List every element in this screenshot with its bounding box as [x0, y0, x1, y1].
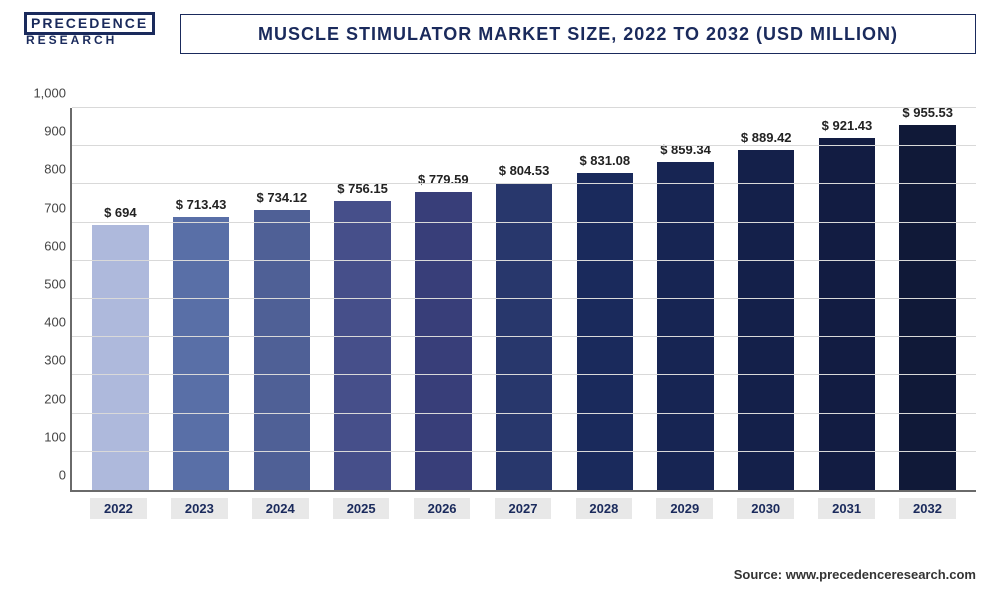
bar-value-label: $ 734.12: [257, 190, 308, 205]
bar-value-label: $ 694: [104, 205, 137, 220]
x-axis-label: 2030: [737, 498, 794, 519]
x-axis-label: 2027: [495, 498, 552, 519]
logo-bottom-text: RESEARCH: [24, 35, 155, 46]
x-label-slot: 2025: [321, 494, 402, 522]
source-attribution: Source: www.precedenceresearch.com: [734, 567, 976, 582]
x-label-slot: 2029: [644, 494, 725, 522]
y-tick-label: 400: [18, 315, 66, 330]
bar: $ 734.12: [254, 210, 311, 490]
bar-slot: $ 921.43: [807, 108, 888, 490]
x-label-slot: 2028: [563, 494, 644, 522]
bar-value-label: $ 921.43: [822, 118, 873, 133]
chart-area: $ 694 $ 713.43 $ 734.12 $ 756.15 $ 779.59 $ 8…: [70, 78, 976, 522]
bar-slot: $ 734.12: [241, 108, 322, 490]
brand-logo: PRECEDENCE RESEARCH: [24, 12, 155, 47]
bar: $ 859.34: [657, 162, 714, 490]
y-tick-label: 300: [18, 353, 66, 368]
gridline: [72, 260, 976, 261]
x-label-slot: 2023: [159, 494, 240, 522]
gridline: [72, 451, 976, 452]
chart-title-frame: MUSCLE STIMULATOR MARKET SIZE, 2022 TO 2…: [180, 14, 976, 54]
x-label-slot: 2027: [483, 494, 564, 522]
x-axis-label: 2032: [899, 498, 956, 519]
x-axis-label: 2024: [252, 498, 309, 519]
logo-top-text: PRECEDENCE: [24, 12, 155, 35]
gridline: [72, 222, 976, 223]
x-axis-label: 2028: [576, 498, 633, 519]
gridline: [72, 413, 976, 414]
y-tick-label: 900: [18, 124, 66, 139]
x-axis-label: 2022: [90, 498, 147, 519]
x-label-slot: 2031: [806, 494, 887, 522]
x-label-slot: 2032: [887, 494, 968, 522]
gridline: [72, 107, 976, 108]
y-tick-label: 100: [18, 429, 66, 444]
bar: $ 921.43: [819, 138, 876, 490]
gridline: [72, 145, 976, 146]
y-tick-label: 1,000: [18, 86, 66, 101]
bar-value-label: $ 859.34: [660, 142, 711, 157]
bar-slot: $ 804.53: [484, 108, 565, 490]
bar: $ 779.59: [415, 192, 472, 490]
bar-slot: $ 955.53: [887, 108, 968, 490]
bar-value-label: $ 831.08: [579, 153, 630, 168]
gridline: [72, 183, 976, 184]
bar-slot: $ 779.59: [403, 108, 484, 490]
bar: $ 756.15: [334, 201, 391, 490]
y-tick-label: 500: [18, 277, 66, 292]
x-label-slot: 2026: [402, 494, 483, 522]
gridline: [72, 374, 976, 375]
gridline: [72, 336, 976, 337]
y-tick-label: 200: [18, 391, 66, 406]
x-axis-label: 2026: [414, 498, 471, 519]
x-label-slot: 2022: [78, 494, 159, 522]
bar-value-label: $ 804.53: [499, 163, 550, 178]
x-axis-labels: 2022 2023 2024 2025 2026 2027 2028 2029 2030 2031…: [70, 494, 976, 522]
y-tick-label: 0: [18, 468, 66, 483]
bar: $ 955.53: [899, 125, 956, 490]
bar-slot: $ 889.42: [726, 108, 807, 490]
x-axis-label: 2023: [171, 498, 228, 519]
y-tick-label: 600: [18, 238, 66, 253]
bar: $ 713.43: [173, 217, 230, 490]
x-axis-label: 2029: [656, 498, 713, 519]
plot-region: $ 694 $ 713.43 $ 734.12 $ 756.15 $ 779.59 $ 8…: [70, 108, 976, 492]
bar-slot: $ 859.34: [645, 108, 726, 490]
chart-title: MUSCLE STIMULATOR MARKET SIZE, 2022 TO 2…: [258, 24, 898, 45]
bar: $ 831.08: [577, 173, 634, 490]
bar-value-label: $ 713.43: [176, 197, 227, 212]
bar-value-label: $ 889.42: [741, 130, 792, 145]
bar-slot: $ 713.43: [161, 108, 242, 490]
bar-value-label: $ 779.59: [418, 172, 469, 187]
y-tick-label: 700: [18, 200, 66, 215]
x-axis-label: 2025: [333, 498, 390, 519]
bars-container: $ 694 $ 713.43 $ 734.12 $ 756.15 $ 779.59 $ 8…: [72, 108, 976, 490]
y-tick-label: 800: [18, 162, 66, 177]
bar: $ 889.42: [738, 150, 795, 490]
x-label-slot: 2030: [725, 494, 806, 522]
x-axis-label: 2031: [818, 498, 875, 519]
bar-slot: $ 694: [80, 108, 161, 490]
gridline: [72, 298, 976, 299]
bar-slot: $ 756.15: [322, 108, 403, 490]
bar-slot: $ 831.08: [564, 108, 645, 490]
x-label-slot: 2024: [240, 494, 321, 522]
